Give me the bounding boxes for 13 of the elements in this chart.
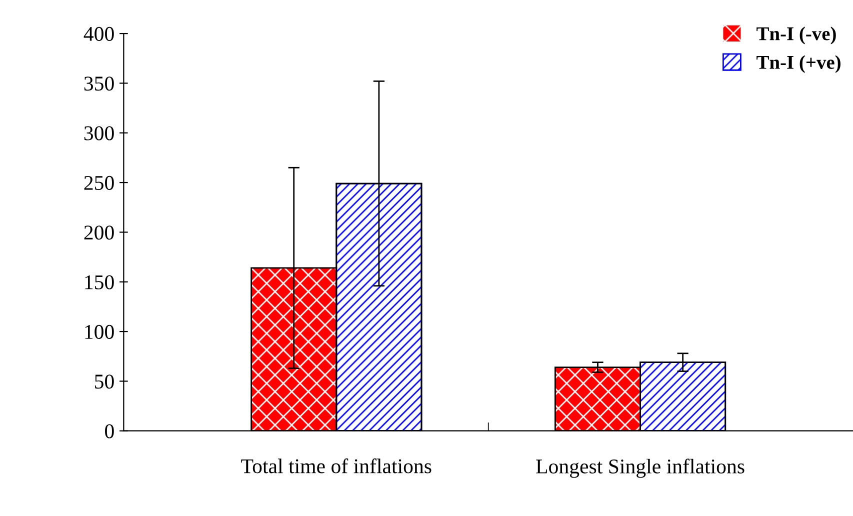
legend-label: Tn-I (+ve) [756, 55, 840, 73]
y-tick-label: 350 [84, 76, 114, 91]
y-tick-label: 150 [85, 275, 114, 290]
y-tick-label: 0 [105, 424, 114, 438]
y-tick-label: 100 [85, 324, 114, 339]
y-tick-label: 200 [84, 226, 114, 240]
y-tick-label: 50 [95, 374, 114, 389]
y-tick-label: 300 [84, 126, 114, 140]
y-tick-label: 250 [84, 176, 114, 190]
x-tick-label: Total time of inflations [241, 458, 432, 474]
legend-label: Tn-I (-ve) [756, 26, 836, 44]
x-tick-label: Longest Single inflations [536, 458, 744, 478]
y-tick-label: 400 [84, 26, 114, 41]
